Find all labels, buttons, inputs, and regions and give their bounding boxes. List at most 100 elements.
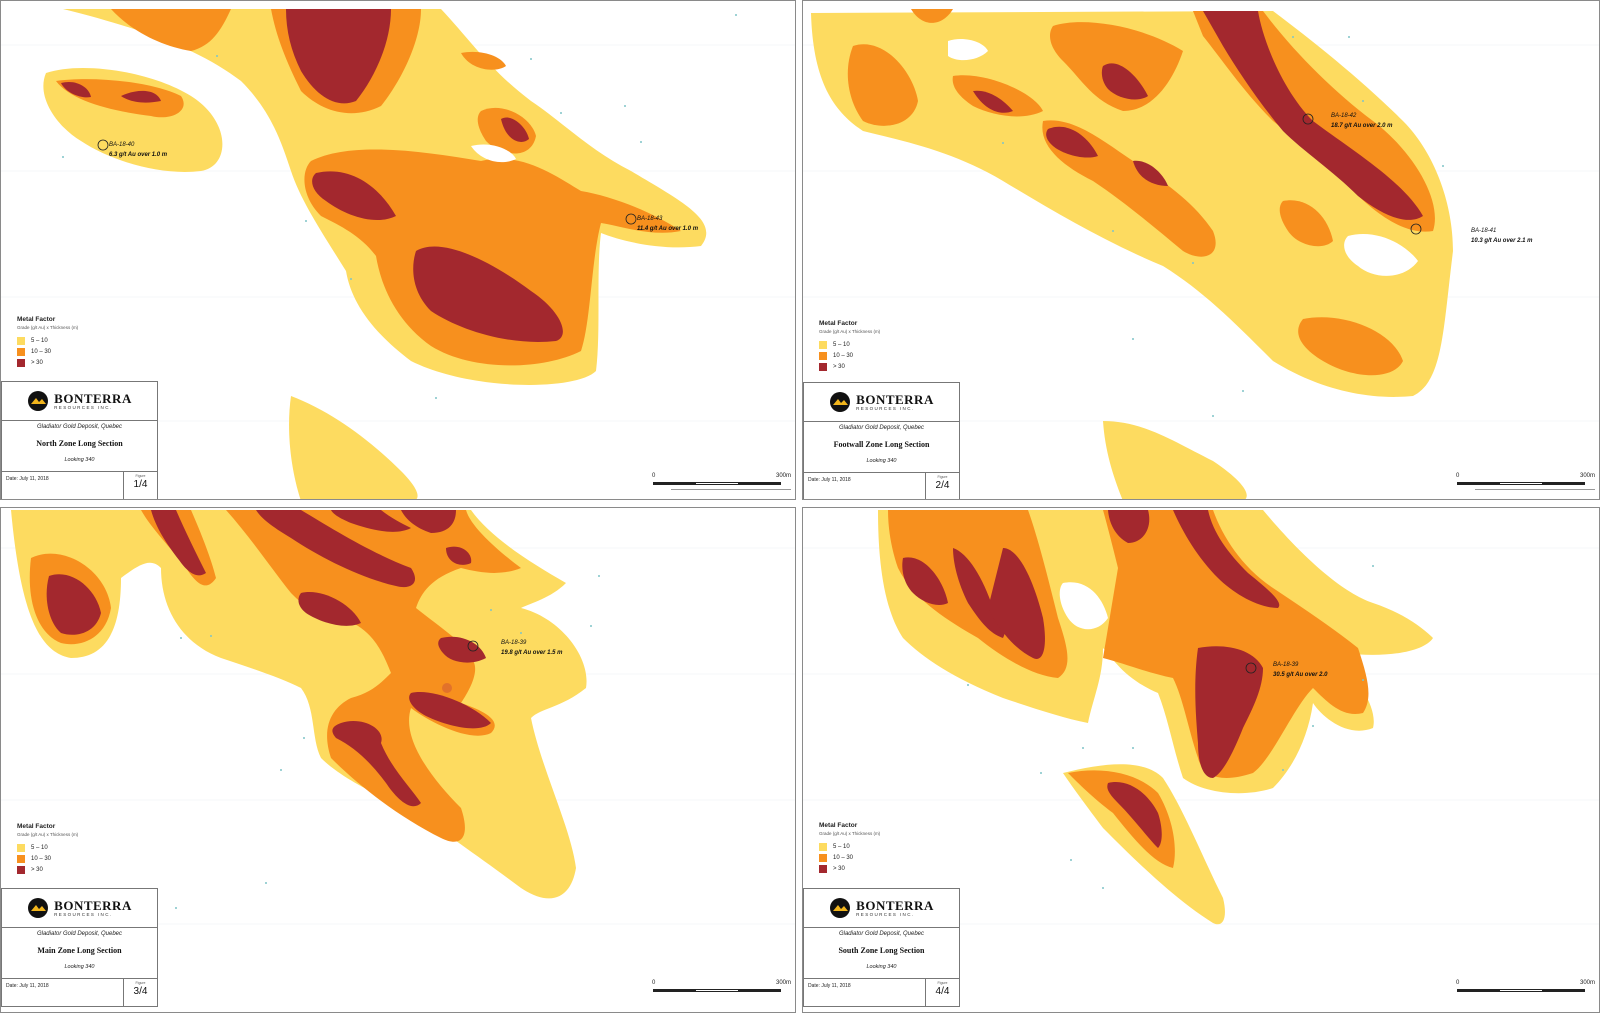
legend-swatch xyxy=(819,864,827,873)
legend-subtitle: Grade (g/t Au) x Thickness (m) xyxy=(819,831,881,836)
legend-swatch xyxy=(17,347,25,356)
grade-zone-mid xyxy=(847,44,918,126)
legend-label: 10 – 30 xyxy=(833,854,854,861)
legend-item: 5 – 10 xyxy=(17,335,78,346)
bonterra-logo-icon xyxy=(28,391,49,411)
title-block-footer: Date: July 11, 2018 Figure 4/4 xyxy=(804,978,959,1006)
company-logo: BONTERRA RESOURCES INC. xyxy=(2,382,157,421)
title-block: BONTERRA RESOURCES INC. Gladiator Gold De… xyxy=(803,382,960,499)
legend-label: > 30 xyxy=(31,866,43,873)
legend-label: 5 – 10 xyxy=(833,843,850,850)
grade-zone-mid xyxy=(111,9,231,51)
date-label: Date: July 11, 2018 xyxy=(6,476,49,482)
legend-label: 10 – 30 xyxy=(31,855,52,862)
figure-box: Figure 1/4 xyxy=(123,472,157,499)
legend-label: > 30 xyxy=(833,363,845,370)
figure-label: Figure xyxy=(135,981,146,985)
section-title: South Zone Long Section xyxy=(838,946,925,955)
drill-hole-marker xyxy=(97,139,109,151)
legend-title: Metal Factor xyxy=(819,822,858,829)
company-tagline: RESOURCES INC. xyxy=(856,405,915,411)
hole-id: BA-18-39 xyxy=(501,640,527,646)
grade-zone-high xyxy=(409,692,491,729)
legend-swatch xyxy=(17,843,25,852)
drill-hole-marker xyxy=(1302,113,1314,125)
company-name: BONTERRA xyxy=(54,390,132,406)
bonterra-logo-icon xyxy=(830,898,851,918)
grade-zone-high xyxy=(312,171,396,221)
hole-id: BA-18-43 xyxy=(637,216,663,222)
grade-zone-low xyxy=(289,396,418,499)
grade-zone-high xyxy=(1107,782,1162,848)
footwall-zone-contour-map xyxy=(803,9,1599,499)
grade-zone-high xyxy=(121,90,161,103)
grade-zone-high xyxy=(1133,160,1168,186)
scale-start: 0 xyxy=(652,980,656,986)
scale-bar: 0 300m xyxy=(652,473,791,493)
company-logo: BONTERRA RESOURCES INC. xyxy=(2,889,157,928)
legend-label: > 30 xyxy=(833,865,845,872)
title-block-footer: Date: July 11, 2018 Figure 3/4 xyxy=(2,978,157,1006)
grade-zone-high xyxy=(1046,126,1098,158)
bonterra-logo-icon xyxy=(830,392,851,412)
grade-zone-mid xyxy=(1298,317,1403,376)
company-name: BONTERRA xyxy=(856,897,934,913)
company-name: BONTERRA xyxy=(54,897,132,913)
hole-result: 30.5 g/t Au over 2.0 xyxy=(1273,672,1328,678)
scale-start: 0 xyxy=(652,473,656,479)
grade-zone-high xyxy=(438,636,486,663)
hole-result: 6.3 g/t Au over 1.0 m xyxy=(109,152,168,158)
legend-label: 10 – 30 xyxy=(31,348,52,355)
grade-zone-high xyxy=(286,9,391,104)
legend-item: 10 – 30 xyxy=(819,852,880,863)
legend-item: > 30 xyxy=(17,864,78,875)
legend-item: 5 – 10 xyxy=(819,841,880,852)
grade-zone-high xyxy=(446,546,472,565)
legend-swatch xyxy=(819,842,827,851)
legend-item: > 30 xyxy=(819,361,880,372)
legend-item: 10 – 30 xyxy=(819,350,880,361)
legend-item: 5 – 10 xyxy=(819,339,880,350)
scale-bar: 0 300m xyxy=(652,980,791,1000)
legend-item: > 30 xyxy=(17,357,78,368)
deposit-name: Gladiator Gold Deposit, Quebec xyxy=(838,931,925,937)
hole-label: BA-18-39 30.5 g/t Au over 2.0 xyxy=(1273,660,1327,680)
scale-end: 300m xyxy=(1579,473,1595,479)
hole-result: 18.7 g/t Au over 2.0 m xyxy=(1331,123,1393,129)
view-direction: Looking 340 xyxy=(866,964,897,970)
figure-box: Figure 4/4 xyxy=(925,979,959,1006)
figure-label: Figure xyxy=(937,475,948,479)
hole-label: BA-18-43 11.4 g/t Au over 1.0 m xyxy=(637,214,698,234)
figure-label: Figure xyxy=(135,474,146,478)
grade-zone-gap xyxy=(1344,233,1418,276)
view-direction: Looking 340 xyxy=(866,458,897,464)
scale-bar: 0 300m xyxy=(1456,980,1595,1000)
south-zone-contour-map xyxy=(803,510,1599,925)
grade-zone-high xyxy=(413,246,563,342)
title-block: BONTERRA RESOURCES INC. Gladiator Gold De… xyxy=(1,888,158,1007)
title-block-footer: Date: July 11, 2018 Figure 2/4 xyxy=(804,472,959,499)
figure-number: 2/4 xyxy=(935,480,950,491)
grade-zone-high xyxy=(46,574,101,635)
scale-end: 300m xyxy=(775,980,791,986)
title-block: BONTERRA RESOURCES INC. Gladiator Gold De… xyxy=(803,888,960,1007)
legend-label: 5 – 10 xyxy=(31,844,48,851)
legend-item: 10 – 30 xyxy=(17,853,78,864)
legend-label: 10 – 30 xyxy=(833,352,854,359)
title-block: BONTERRA RESOURCES INC. Gladiator Gold De… xyxy=(1,381,158,499)
company-tagline: RESOURCES INC. xyxy=(856,911,915,917)
hole-result: 10.3 g/t Au over 2.1 m xyxy=(1471,238,1533,244)
legend-subtitle: Grade (g/t Au) x Thickness (m) xyxy=(819,329,881,334)
legend: Metal Factor Grade (g/t Au) x Thickness … xyxy=(819,822,880,874)
grade-zone-high xyxy=(1195,646,1263,778)
grade-zone-gap xyxy=(948,39,988,61)
hole-id: BA-18-41 xyxy=(1471,228,1497,234)
view-direction: Looking 340 xyxy=(64,457,95,463)
panel-north-zone: BA-18-40 6.3 g/t Au over 1.0 m BA-18-43 … xyxy=(0,0,796,500)
hole-id: BA-18-39 xyxy=(1273,662,1299,668)
legend-item: 10 – 30 xyxy=(17,346,78,357)
legend-swatch xyxy=(819,340,827,349)
grade-zone-high xyxy=(151,510,206,576)
legend-title: Metal Factor xyxy=(17,316,56,323)
hole-result: 11.4 g/t Au over 1.0 m xyxy=(637,226,699,232)
